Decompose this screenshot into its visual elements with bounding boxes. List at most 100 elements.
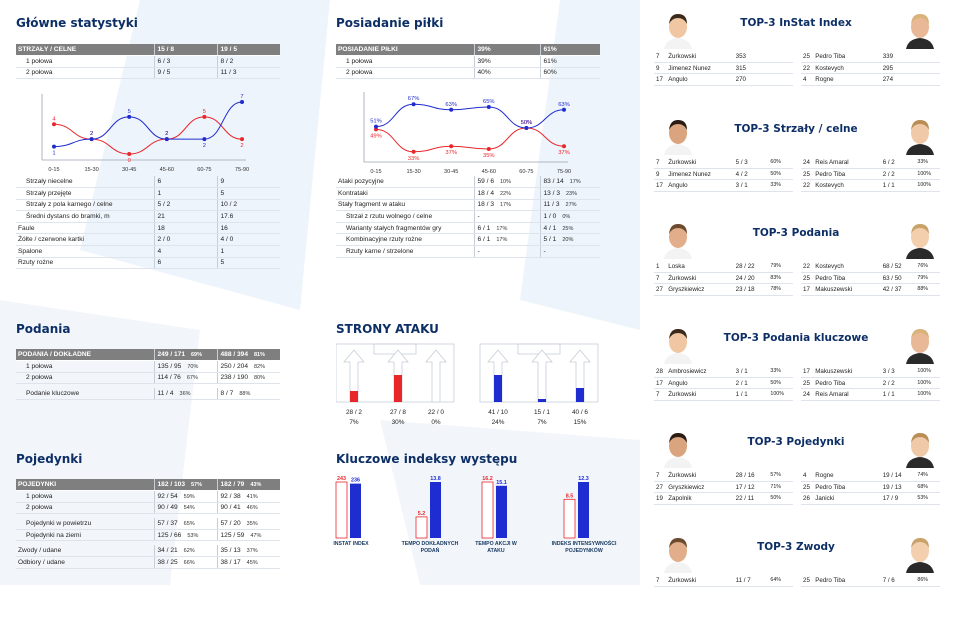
row-label: Ataki pozycyjne <box>336 176 474 189</box>
player-value: 353 <box>733 51 769 63</box>
table-row: 27 Gryszkiewicz 17 / 12 71% 25 Pedro Tiba 19 /… <box>654 481 940 494</box>
row-pct-away: 25% <box>562 225 574 232</box>
header-value-away: 182 / 79 <box>220 481 245 489</box>
kpi-bar-red <box>563 498 576 539</box>
possession-title: Posiadanie piłki <box>336 16 444 30</box>
top3-table: 1 Loska 28 / 22 79% 22 Kostevych 68 / 52 76% 7 Żu… <box>654 261 940 296</box>
row-value-away: 38 / 17 <box>220 558 241 566</box>
top3-table: 7 Żurkowski 11 / 7 64% 25 Pedro Tiba 7 / 6 86% <box>654 575 940 587</box>
attack-value: 28 / 2 <box>346 409 362 416</box>
row-label: 2 połowa <box>16 67 154 80</box>
kpi-label: TEMPO AKCJI W ATAKU <box>475 541 517 554</box>
player-pct: 100% <box>915 366 940 378</box>
x-tick-label: 30-45 <box>444 169 458 175</box>
data-point <box>449 107 454 112</box>
table-header-row: POJEDYNKI 182 / 103 57% 182 / 79 43% <box>16 479 280 492</box>
row-value-home: 18 / 4 <box>477 189 495 197</box>
player-number: 27 <box>654 283 667 296</box>
data-point <box>164 137 169 142</box>
attack-pct: 7% <box>537 419 547 426</box>
row-label: Rzuty rożne <box>16 257 154 270</box>
player-name: Pedro Tiba <box>813 51 881 63</box>
player-photo <box>906 538 934 573</box>
data-label: 35% <box>483 153 495 159</box>
data-point <box>486 147 491 151</box>
series-line <box>53 101 243 148</box>
player-pct: 74% <box>915 470 940 482</box>
top3-table: 28 Ambrosiewicz 3 / 1 33% 17 Makuszewski 3 / 3… <box>654 366 940 401</box>
player-value: 4 / 2 <box>733 168 769 181</box>
attack-arrow <box>531 349 553 403</box>
main-stats-table: Strzały niecelne 6 9 Strzały przejęte 1 5 St… <box>16 176 280 270</box>
row-label: Kontrataki <box>336 187 474 200</box>
data-label: 5 <box>128 109 131 115</box>
row-pct-home: 17% <box>500 202 512 209</box>
player-name: Zapolnik <box>666 492 734 505</box>
player-pct: 33% <box>768 179 793 192</box>
row-label: Pojedynki w powietrzu <box>16 517 154 530</box>
table-row: 1 połowa 135 / 95 70% 250 / 204 82% <box>16 360 280 373</box>
table-row: Rzuty rożne 6 5 <box>16 257 280 270</box>
kpi-title-wrap: Kluczowe indeksy występu <box>336 452 517 466</box>
row-value-home: 11 / 4 <box>157 389 174 397</box>
top3-title: TOP-3 Strzały / celne <box>734 123 858 135</box>
table-row: Rzuty karne / strzelone - - <box>336 245 600 258</box>
player-name: Jimenez Nunez <box>666 62 734 75</box>
row-label: 1 połowa <box>16 55 154 68</box>
row-label: 1 połowa <box>16 360 154 373</box>
player-number: 1 <box>654 261 667 273</box>
row-value-home: 6 <box>153 257 217 270</box>
player-value: 270 <box>733 73 769 86</box>
row-label: 2 połowa <box>16 372 154 385</box>
row-pct-home: 65% <box>183 520 195 527</box>
data-point <box>374 124 378 129</box>
row-label: Średni dystans do bramki, m <box>16 210 154 223</box>
kpi-label: INSTAT INDEX <box>333 541 369 547</box>
attack-sides-diagram: 28 / 2 7% 27 / 8 30% 22 / 0 0% 41 / 10 24% 15 / … <box>336 343 599 426</box>
player-name: Żurkowski <box>666 388 734 401</box>
player-name: Żurkowski <box>666 272 734 285</box>
header-label: PODANIA / DOKŁADNE <box>16 349 154 362</box>
player-number: 27 <box>654 481 667 494</box>
player-number: 22 <box>801 62 814 75</box>
attack-fill-bar <box>576 388 584 402</box>
attack-pct: 15% <box>574 419 587 426</box>
player-number: 19 <box>654 492 667 505</box>
row-label: Strzał z rzutu wolnego / celne <box>336 210 474 223</box>
data-label: 50% <box>521 120 533 126</box>
series-line <box>375 103 565 129</box>
player-name: Pedro Tiba <box>813 377 881 390</box>
kpi-value-red: 8.5 <box>566 493 574 499</box>
player-value: 2 / 2 <box>880 168 916 181</box>
header-pct-home: 69% <box>191 352 203 359</box>
attack-pct: 30% <box>392 419 405 426</box>
table-row: Pojedynki na ziemi 125 / 66 53% 125 / 59 47% <box>16 529 280 542</box>
player-pct: 68% <box>915 481 940 494</box>
table-row: 2 połowa 114 / 76 67% 238 / 190 80% <box>16 372 280 385</box>
duels-title: Pojedynki <box>16 452 83 466</box>
table-row: 27 Gryszkiewicz 23 / 18 78% 17 Makuszewski 42 … <box>654 283 940 296</box>
top3-title: TOP-3 Podania kluczowe <box>723 332 869 344</box>
player-value: 19 / 14 <box>880 470 916 482</box>
player-name: Gryszkiewicz <box>666 283 734 296</box>
player-name: Angulo <box>666 73 734 86</box>
table-row: 17 Angulo 3 / 1 33% 22 Kostevych 1 / 1 100% <box>654 179 940 192</box>
row-value-home: 39% <box>473 55 540 68</box>
table-row: 1 Loska 28 / 22 79% 22 Kostevych 68 / 52 76% <box>654 261 940 273</box>
kpi-label: INDEKS INTENSYWNOŚCI POJEDYNKÓW <box>551 541 617 554</box>
player-value: 17 / 9 <box>880 492 916 505</box>
row-label: Podanie kluczowe <box>16 387 154 400</box>
row-value-home: 92 / 54 <box>157 492 178 500</box>
row-pct-home: 66% <box>183 559 195 566</box>
kpi-bar-blue <box>350 483 361 538</box>
row-value-away: 11 / 3 <box>216 67 280 80</box>
player-pct: 33% <box>768 366 793 378</box>
possession-table: POSIADANIE PIŁKI 39% 61% 1 połowa 39% 61% … <box>336 44 600 80</box>
attack-value: 40 / 6 <box>572 409 588 416</box>
row-value-home: 18 <box>153 222 217 235</box>
player-number: 28 <box>654 366 667 378</box>
player-value: 28 / 16 <box>733 470 769 482</box>
player-pct <box>768 51 793 63</box>
